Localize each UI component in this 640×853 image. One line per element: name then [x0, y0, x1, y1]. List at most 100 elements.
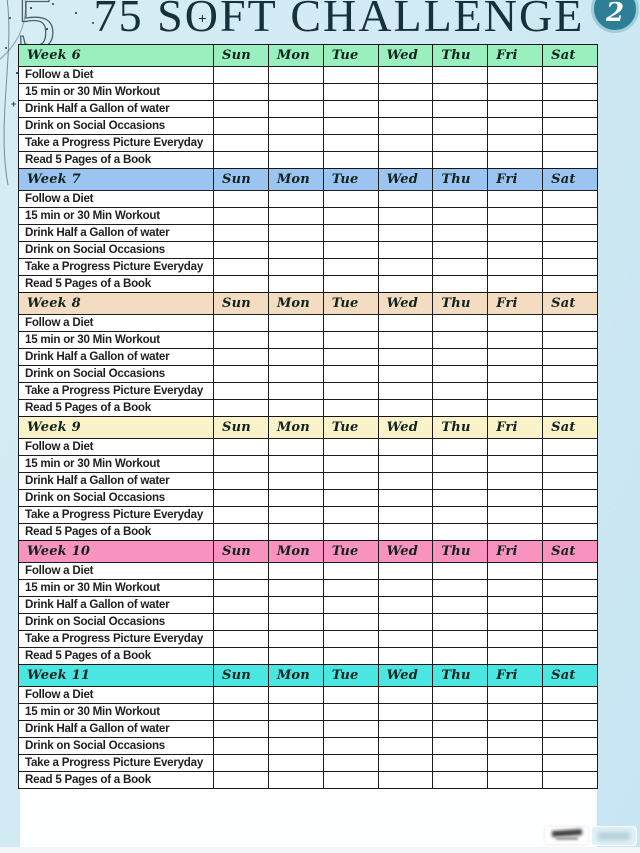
tracker-cell[interactable]	[432, 399, 488, 416]
tracker-cell[interactable]	[267, 686, 323, 703]
tracker-cell[interactable]	[322, 365, 378, 382]
tracker-cell[interactable]	[213, 686, 268, 703]
tracker-cell[interactable]	[322, 275, 378, 292]
tracker-cell[interactable]	[487, 630, 543, 647]
tracker-cell[interactable]	[377, 472, 433, 489]
tracker-cell[interactable]	[542, 100, 597, 117]
tracker-cell[interactable]	[213, 613, 268, 630]
tracker-cell[interactable]	[377, 579, 433, 596]
tracker-cell[interactable]	[322, 190, 378, 207]
tracker-cell[interactable]	[542, 438, 597, 455]
tracker-cell[interactable]	[432, 562, 488, 579]
tracker-cell[interactable]	[432, 771, 488, 788]
tracker-cell[interactable]	[487, 224, 543, 241]
tracker-cell[interactable]	[213, 579, 268, 596]
tracker-cell[interactable]	[213, 275, 268, 292]
tracker-cell[interactable]	[542, 117, 597, 134]
tracker-cell[interactable]	[432, 382, 488, 399]
tracker-cell[interactable]	[213, 771, 268, 788]
tracker-cell[interactable]	[213, 399, 268, 416]
tracker-cell[interactable]	[487, 754, 543, 771]
tracker-cell[interactable]	[377, 438, 433, 455]
tracker-cell[interactable]	[322, 151, 378, 168]
tracker-cell[interactable]	[377, 596, 433, 613]
tracker-cell[interactable]	[487, 472, 543, 489]
tracker-cell[interactable]	[542, 66, 597, 83]
tracker-cell[interactable]	[322, 207, 378, 224]
tracker-cell[interactable]	[542, 190, 597, 207]
tracker-cell[interactable]	[542, 703, 597, 720]
tracker-cell[interactable]	[267, 562, 323, 579]
tracker-cell[interactable]	[213, 523, 268, 540]
tracker-cell[interactable]	[213, 190, 268, 207]
tracker-cell[interactable]	[377, 737, 433, 754]
tracker-cell[interactable]	[487, 506, 543, 523]
tracker-cell[interactable]	[377, 224, 433, 241]
tracker-cell[interactable]	[432, 224, 488, 241]
tracker-cell[interactable]	[267, 579, 323, 596]
tracker-cell[interactable]	[213, 348, 268, 365]
tracker-cell[interactable]	[322, 314, 378, 331]
tracker-cell[interactable]	[542, 314, 597, 331]
tracker-cell[interactable]	[267, 151, 323, 168]
tracker-cell[interactable]	[432, 241, 488, 258]
tracker-cell[interactable]	[487, 365, 543, 382]
tracker-cell[interactable]	[267, 455, 323, 472]
tracker-cell[interactable]	[487, 455, 543, 472]
tracker-cell[interactable]	[213, 754, 268, 771]
tracker-cell[interactable]	[432, 523, 488, 540]
tracker-cell[interactable]	[267, 720, 323, 737]
tracker-cell[interactable]	[542, 151, 597, 168]
tracker-cell[interactable]	[432, 647, 488, 664]
tracker-cell[interactable]	[213, 630, 268, 647]
tracker-cell[interactable]	[322, 438, 378, 455]
tracker-cell[interactable]	[322, 348, 378, 365]
tracker-cell[interactable]	[542, 613, 597, 630]
tracker-cell[interactable]	[542, 562, 597, 579]
tracker-cell[interactable]	[542, 489, 597, 506]
tracker-cell[interactable]	[377, 365, 433, 382]
tracker-cell[interactable]	[267, 506, 323, 523]
tracker-cell[interactable]	[487, 720, 543, 737]
tracker-cell[interactable]	[432, 472, 488, 489]
tracker-cell[interactable]	[322, 579, 378, 596]
tracker-cell[interactable]	[213, 134, 268, 151]
tracker-cell[interactable]	[213, 258, 268, 275]
tracker-cell[interactable]	[487, 613, 543, 630]
tracker-cell[interactable]	[377, 523, 433, 540]
tracker-cell[interactable]	[432, 455, 488, 472]
tracker-cell[interactable]	[487, 66, 543, 83]
tracker-cell[interactable]	[542, 83, 597, 100]
tracker-cell[interactable]	[377, 399, 433, 416]
tracker-cell[interactable]	[267, 737, 323, 754]
tracker-cell[interactable]	[542, 754, 597, 771]
tracker-cell[interactable]	[322, 771, 378, 788]
tracker-cell[interactable]	[267, 771, 323, 788]
tracker-cell[interactable]	[542, 686, 597, 703]
tracker-cell[interactable]	[322, 224, 378, 241]
tracker-cell[interactable]	[322, 737, 378, 754]
tracker-cell[interactable]	[322, 596, 378, 613]
tracker-cell[interactable]	[487, 190, 543, 207]
tracker-cell[interactable]	[487, 489, 543, 506]
tracker-cell[interactable]	[267, 382, 323, 399]
tracker-cell[interactable]	[487, 151, 543, 168]
tracker-cell[interactable]	[213, 331, 268, 348]
tracker-cell[interactable]	[542, 275, 597, 292]
tracker-cell[interactable]	[377, 314, 433, 331]
tracker-cell[interactable]	[487, 348, 543, 365]
tracker-cell[interactable]	[213, 647, 268, 664]
tracker-cell[interactable]	[213, 207, 268, 224]
tracker-cell[interactable]	[487, 134, 543, 151]
tracker-cell[interactable]	[432, 207, 488, 224]
tracker-cell[interactable]	[487, 117, 543, 134]
tracker-cell[interactable]	[432, 596, 488, 613]
tracker-cell[interactable]	[322, 647, 378, 664]
tracker-cell[interactable]	[542, 399, 597, 416]
tracker-cell[interactable]	[487, 647, 543, 664]
tracker-cell[interactable]	[432, 134, 488, 151]
tracker-cell[interactable]	[267, 703, 323, 720]
tracker-cell[interactable]	[432, 754, 488, 771]
tracker-cell[interactable]	[487, 275, 543, 292]
tracker-cell[interactable]	[377, 100, 433, 117]
